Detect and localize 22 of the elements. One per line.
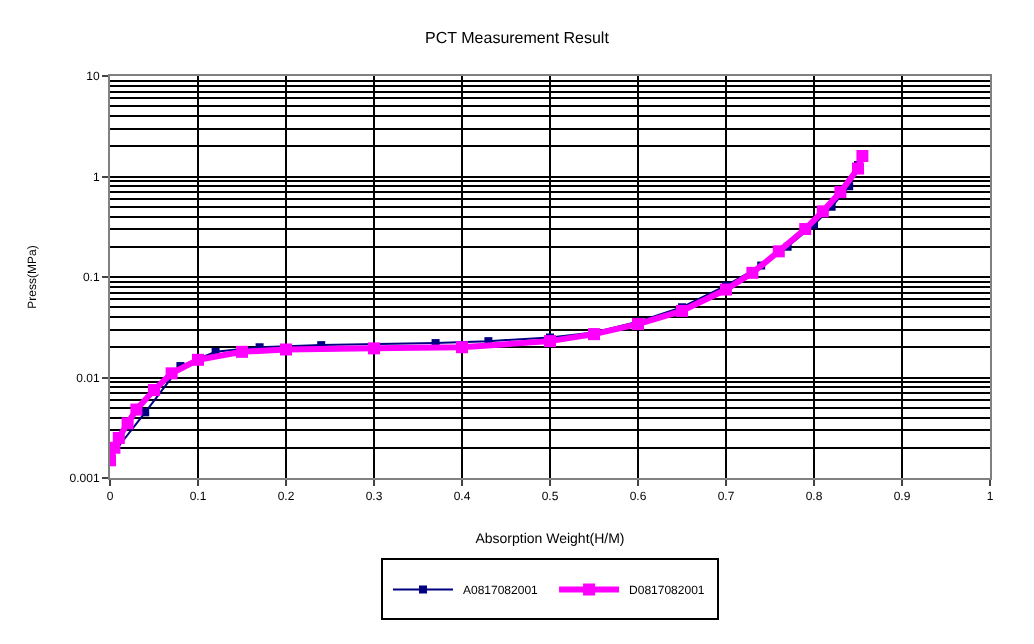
point bbox=[236, 345, 248, 358]
point bbox=[720, 283, 732, 296]
point bbox=[148, 384, 160, 397]
point bbox=[544, 335, 556, 348]
point bbox=[165, 367, 178, 380]
point bbox=[130, 403, 143, 416]
point bbox=[280, 343, 292, 356]
point bbox=[368, 342, 380, 355]
point bbox=[834, 186, 847, 199]
point bbox=[112, 432, 125, 444]
point bbox=[456, 341, 468, 354]
point bbox=[192, 353, 204, 366]
point bbox=[746, 266, 759, 279]
chart-title: PCT Measurement Result bbox=[425, 29, 611, 48]
point bbox=[632, 318, 644, 331]
point bbox=[856, 149, 869, 162]
point bbox=[676, 304, 688, 317]
point bbox=[852, 162, 864, 175]
point bbox=[121, 417, 134, 430]
point bbox=[816, 205, 829, 218]
point bbox=[772, 245, 785, 258]
point bbox=[799, 223, 812, 236]
